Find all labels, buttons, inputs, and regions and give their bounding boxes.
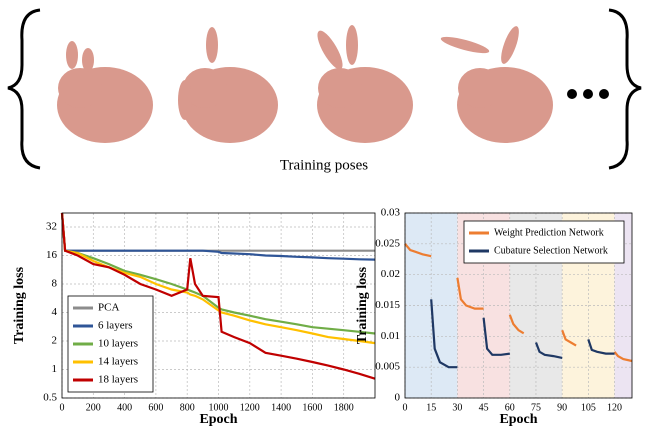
- x-tick-label: 75: [531, 402, 541, 413]
- legend-label: Weight Prediction Network: [494, 227, 604, 238]
- plot-frame: [61, 212, 376, 399]
- x-tick-label: 0: [403, 402, 408, 413]
- series-line: [60, 212, 376, 261]
- bunny: [57, 41, 153, 143]
- x-tick-label: 600: [148, 402, 163, 413]
- series-line: [404, 243, 633, 363]
- x-tick-label: 0: [60, 402, 65, 413]
- y-tick-label: 16: [46, 249, 58, 261]
- training-poses: [7, 8, 642, 170]
- legend-label: PCA: [98, 302, 119, 314]
- y-tick-label: 0.005: [375, 361, 400, 373]
- x-tick-label: 1200: [240, 402, 260, 413]
- caption: Training poses: [280, 157, 368, 173]
- legend-label: 6 layers: [98, 320, 133, 332]
- y-tick-label: 0.01: [381, 330, 400, 342]
- left-brace: [7, 8, 41, 170]
- y-tick-label: 0.5: [43, 392, 57, 404]
- y-tick-label: 32: [46, 221, 57, 233]
- y-tick-label: 4: [52, 306, 58, 318]
- y-tick-label: 1: [52, 363, 58, 375]
- y-tick-label: 0.02: [381, 268, 400, 280]
- bunny: [440, 26, 553, 143]
- x-tick-label: 120: [607, 402, 622, 413]
- y-axis-label: Training loss: [12, 266, 27, 344]
- x-axis-label: Epoch: [499, 412, 537, 427]
- x-tick-label: 800: [180, 402, 195, 413]
- bunny: [178, 27, 278, 143]
- x-tick-label: 30: [452, 402, 462, 413]
- legend-label: 14 layers: [98, 356, 138, 368]
- right-brace: [608, 8, 642, 170]
- series-line: [430, 299, 615, 369]
- series-line: [60, 212, 376, 380]
- x-tick-label: 1800: [334, 402, 354, 413]
- legend-label: 18 layers: [98, 374, 138, 386]
- ellipsis: [567, 89, 609, 99]
- y-tick-label: 0: [395, 392, 401, 404]
- y-axis-label: Training loss: [355, 266, 370, 344]
- x-tick-label: 1000: [209, 402, 229, 413]
- x-tick-label: 200: [86, 402, 101, 413]
- x-tick-label: 60: [505, 402, 515, 413]
- plot-frame: [404, 212, 633, 399]
- x-tick-label: 1600: [302, 402, 322, 413]
- legend-box: [463, 220, 625, 264]
- bunny: [317, 25, 413, 143]
- y-tick-label: 2: [52, 335, 58, 347]
- x-tick-label: 105: [581, 402, 596, 413]
- y-tick-label: 0.025: [375, 237, 400, 249]
- y-tick-label: 0.015: [375, 299, 400, 311]
- x-tick-label: 15: [426, 402, 436, 413]
- x-tick-label: 400: [117, 402, 132, 413]
- x-tick-label: 90: [557, 402, 567, 413]
- y-tick-label: 8: [52, 278, 58, 290]
- x-tick-label: 1400: [271, 402, 291, 413]
- legend-label: 10 layers: [98, 338, 138, 350]
- x-tick-label: 45: [479, 402, 489, 413]
- x-axis-label: Epoch: [199, 412, 237, 427]
- y-tick-label: 0.03: [381, 207, 401, 219]
- legend-label: Cubature Selection Network: [494, 245, 608, 256]
